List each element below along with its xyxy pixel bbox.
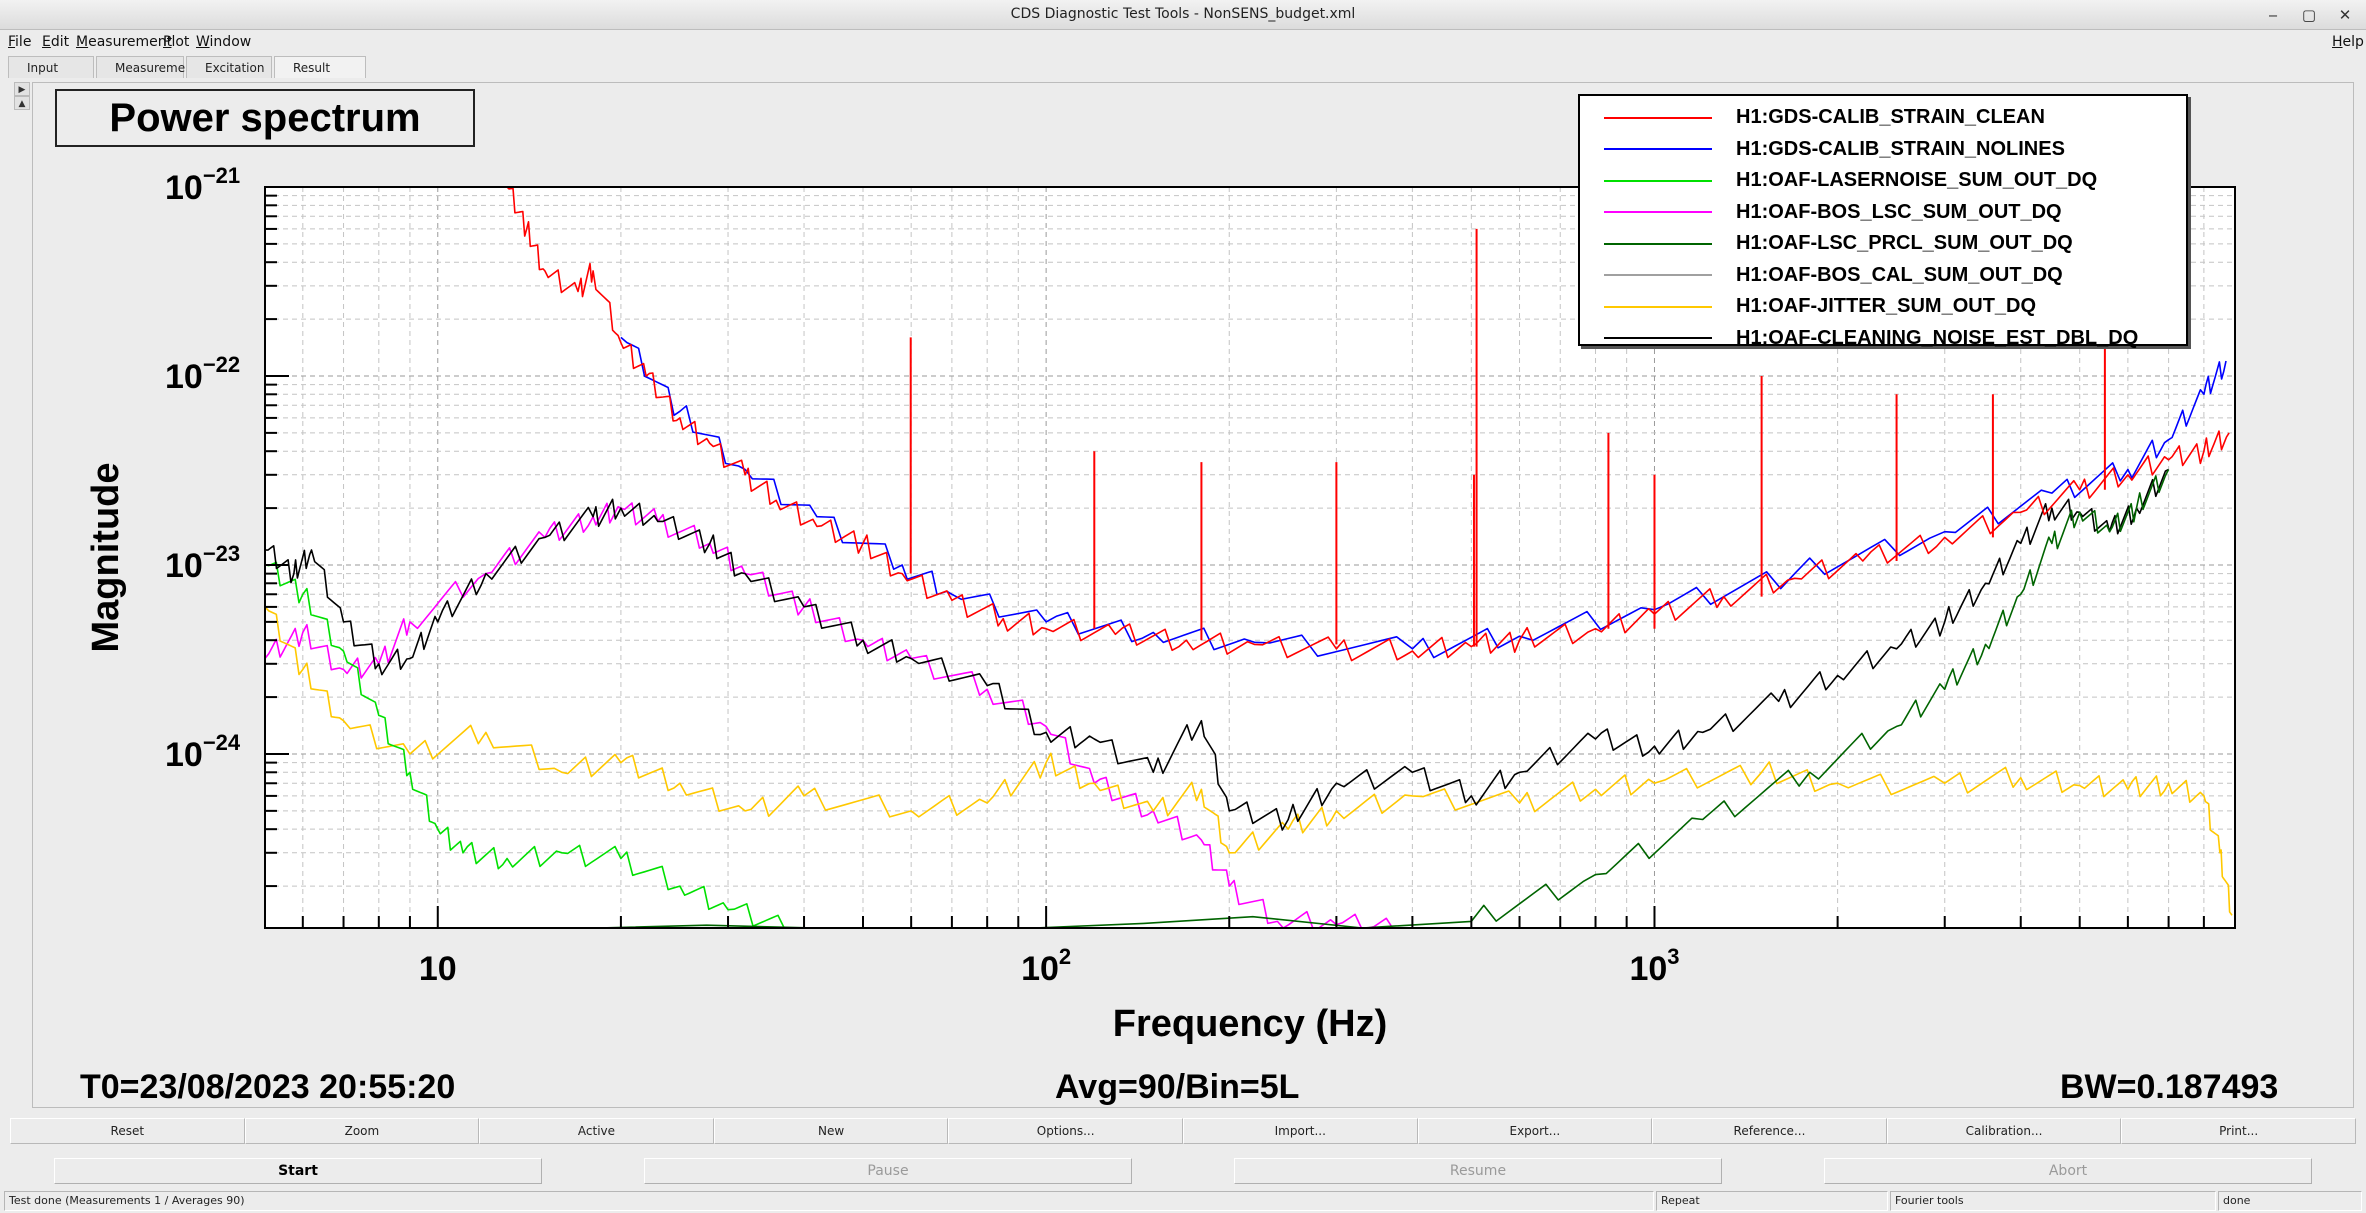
menu-file[interactable]: File [8, 34, 32, 50]
export-button[interactable]: Export... [1417, 1118, 1653, 1144]
menu-measurement[interactable]: Measurement [76, 34, 173, 50]
pause-button[interactable]: Pause [644, 1158, 1132, 1184]
series-line-1 [620, 336, 2227, 659]
legend-swatch [1604, 242, 1712, 245]
reset-button[interactable]: Reset [10, 1118, 245, 1144]
axis-ticks [265, 186, 2236, 928]
window-title: CDS Diagnostic Test Tools - NonSENS_budg… [1010, 6, 1356, 22]
tab-result[interactable]: Result [274, 56, 366, 78]
legend-label: H1:GDS-CALIB_STRAIN_CLEAN [1736, 106, 2045, 129]
x-axis-title: Frequency (Hz) [1113, 1003, 1387, 1045]
legend[interactable]: H1:GDS-CALIB_STRAIN_CLEAN H1:GDS-CALIB_ST… [1578, 94, 2188, 349]
legend-swatch [1604, 337, 1712, 340]
axis-labels: 10 102 103 10−21 10−22 10−23 10−24 [165, 163, 1680, 988]
x-tick-label: 103 [1629, 944, 1679, 988]
status-repeat: Repeat [1656, 1191, 1888, 1211]
scroll-right-arrow-icon[interactable]: ▶ [14, 82, 30, 96]
maximize-icon[interactable]: ▢ [2301, 6, 2317, 24]
series-line-3 [264, 502, 1399, 929]
menu-window[interactable]: Window [196, 34, 252, 50]
series-line-2 [264, 561, 791, 929]
options-button[interactable]: Options... [948, 1118, 1183, 1144]
series-line-0 [506, 186, 2230, 662]
scroll-up-arrow-icon[interactable]: ▲ [14, 96, 30, 110]
plot-frame [264, 186, 2236, 929]
legend-entry[interactable]: H1:OAF-LASERNOISE_SUM_OUT_DQ [1580, 165, 2186, 197]
y-axis-title: Magnitude [85, 463, 127, 653]
legend-entry[interactable]: H1:OAF-JITTER_SUM_OUT_DQ [1580, 291, 2186, 323]
status-mode: Fourier tools [1890, 1191, 2216, 1211]
tab-measurement[interactable]: Measurement [96, 56, 197, 78]
close-icon[interactable]: ✕ [2338, 6, 2352, 24]
window-titlebar: CDS Diagnostic Test Tools - NonSENS_budg… [0, 0, 2366, 30]
start-button[interactable]: Start [54, 1158, 542, 1184]
series-line-6 [264, 606, 2233, 916]
series-line-4 [378, 469, 2170, 929]
menu-help[interactable]: Help [2332, 34, 2364, 50]
run-control-bar: Start Pause Resume Abort [0, 1158, 2366, 1188]
legend-swatch [1604, 116, 1712, 119]
abort-button[interactable]: Abort [1824, 1158, 2312, 1184]
zoom-button[interactable]: Zoom [244, 1118, 480, 1144]
pane-scroll-control: ▶ ▲ [14, 82, 30, 112]
legend-label: H1:OAF-LSC_PRCL_SUM_OUT_DQ [1736, 232, 2073, 255]
legend-swatch [1604, 274, 1712, 277]
averages-label: Avg=90/Bin=5L [1055, 1068, 1300, 1106]
legend-swatch [1604, 211, 1712, 214]
new-button[interactable]: New [713, 1118, 949, 1144]
legend-label: H1:GDS-CALIB_STRAIN_NOLINES [1736, 137, 2065, 160]
x-tick-label: 10 [419, 950, 457, 988]
legend-label: H1:OAF-BOS_CAL_SUM_OUT_DQ [1736, 263, 2063, 286]
legend-entry[interactable]: H1:OAF-LSC_PRCL_SUM_OUT_DQ [1580, 228, 2186, 260]
legend-label: H1:OAF-LASERNOISE_SUM_OUT_DQ [1736, 169, 2098, 192]
reference-button[interactable]: Reference... [1652, 1118, 1887, 1144]
calibration-button[interactable]: Calibration... [1886, 1118, 2122, 1144]
resume-button[interactable]: Resume [1234, 1158, 1722, 1184]
legend-label: H1:OAF-BOS_LSC_SUM_OUT_DQ [1736, 200, 2062, 223]
legend-entry[interactable]: H1:OAF-CLEANING_NOISE_EST_DBL_DQ [1580, 323, 2186, 355]
start-time-label: T0=23/08/2023 20:55:20 [80, 1068, 456, 1106]
legend-entry[interactable]: H1:OAF-BOS_LSC_SUM_OUT_DQ [1580, 197, 2186, 229]
tab-excitation[interactable]: Excitation [186, 56, 272, 78]
legend-swatch [1604, 305, 1712, 308]
bandwidth-label: BW=0.187493 [2060, 1068, 2279, 1106]
y-tick-label: 10−21 [165, 163, 240, 207]
tab-input[interactable]: Input [8, 56, 94, 78]
menu-edit[interactable]: Edit [42, 34, 70, 50]
legend-label: H1:OAF-JITTER_SUM_OUT_DQ [1736, 295, 2037, 318]
series-line-7 [264, 468, 2169, 831]
print-button[interactable]: Print... [2121, 1118, 2356, 1144]
legend-entry[interactable]: H1:GDS-CALIB_STRAIN_CLEAN [1580, 102, 2186, 134]
tab-bar: Input Measurement Excitation Result [8, 56, 368, 80]
minimize-icon[interactable]: ‒ [2268, 6, 2278, 24]
legend-entry[interactable]: H1:GDS-CALIB_STRAIN_NOLINES [1580, 134, 2186, 166]
legend-entry[interactable]: H1:OAF-BOS_CAL_SUM_OUT_DQ [1580, 260, 2186, 292]
menu-bar: File Edit Measurement Plot Window Help [0, 30, 2366, 54]
legend-label: H1:OAF-CLEANING_NOISE_EST_DBL_DQ [1736, 326, 2139, 349]
active-button[interactable]: Active [479, 1118, 714, 1144]
y-tick-label: 10−22 [165, 352, 240, 396]
status-message: Test done (Measurements 1 / Averages 90) [4, 1191, 1654, 1211]
legend-swatch [1604, 148, 1712, 151]
status-state: done [2218, 1191, 2362, 1211]
y-tick-label: 10−23 [165, 541, 240, 585]
x-tick-label: 102 [1021, 944, 1071, 988]
legend-swatch [1604, 179, 1712, 182]
pane-title: Power spectrum [55, 89, 475, 147]
series-layer [264, 186, 2233, 929]
plot-toolbar: Reset Zoom Active New Options... Import.… [10, 1118, 2356, 1144]
y-tick-label: 10−24 [165, 730, 241, 774]
status-bar: Test done (Measurements 1 / Averages 90)… [0, 1191, 2366, 1213]
import-button[interactable]: Import... [1182, 1118, 1418, 1144]
menu-plot[interactable]: Plot [163, 34, 190, 50]
